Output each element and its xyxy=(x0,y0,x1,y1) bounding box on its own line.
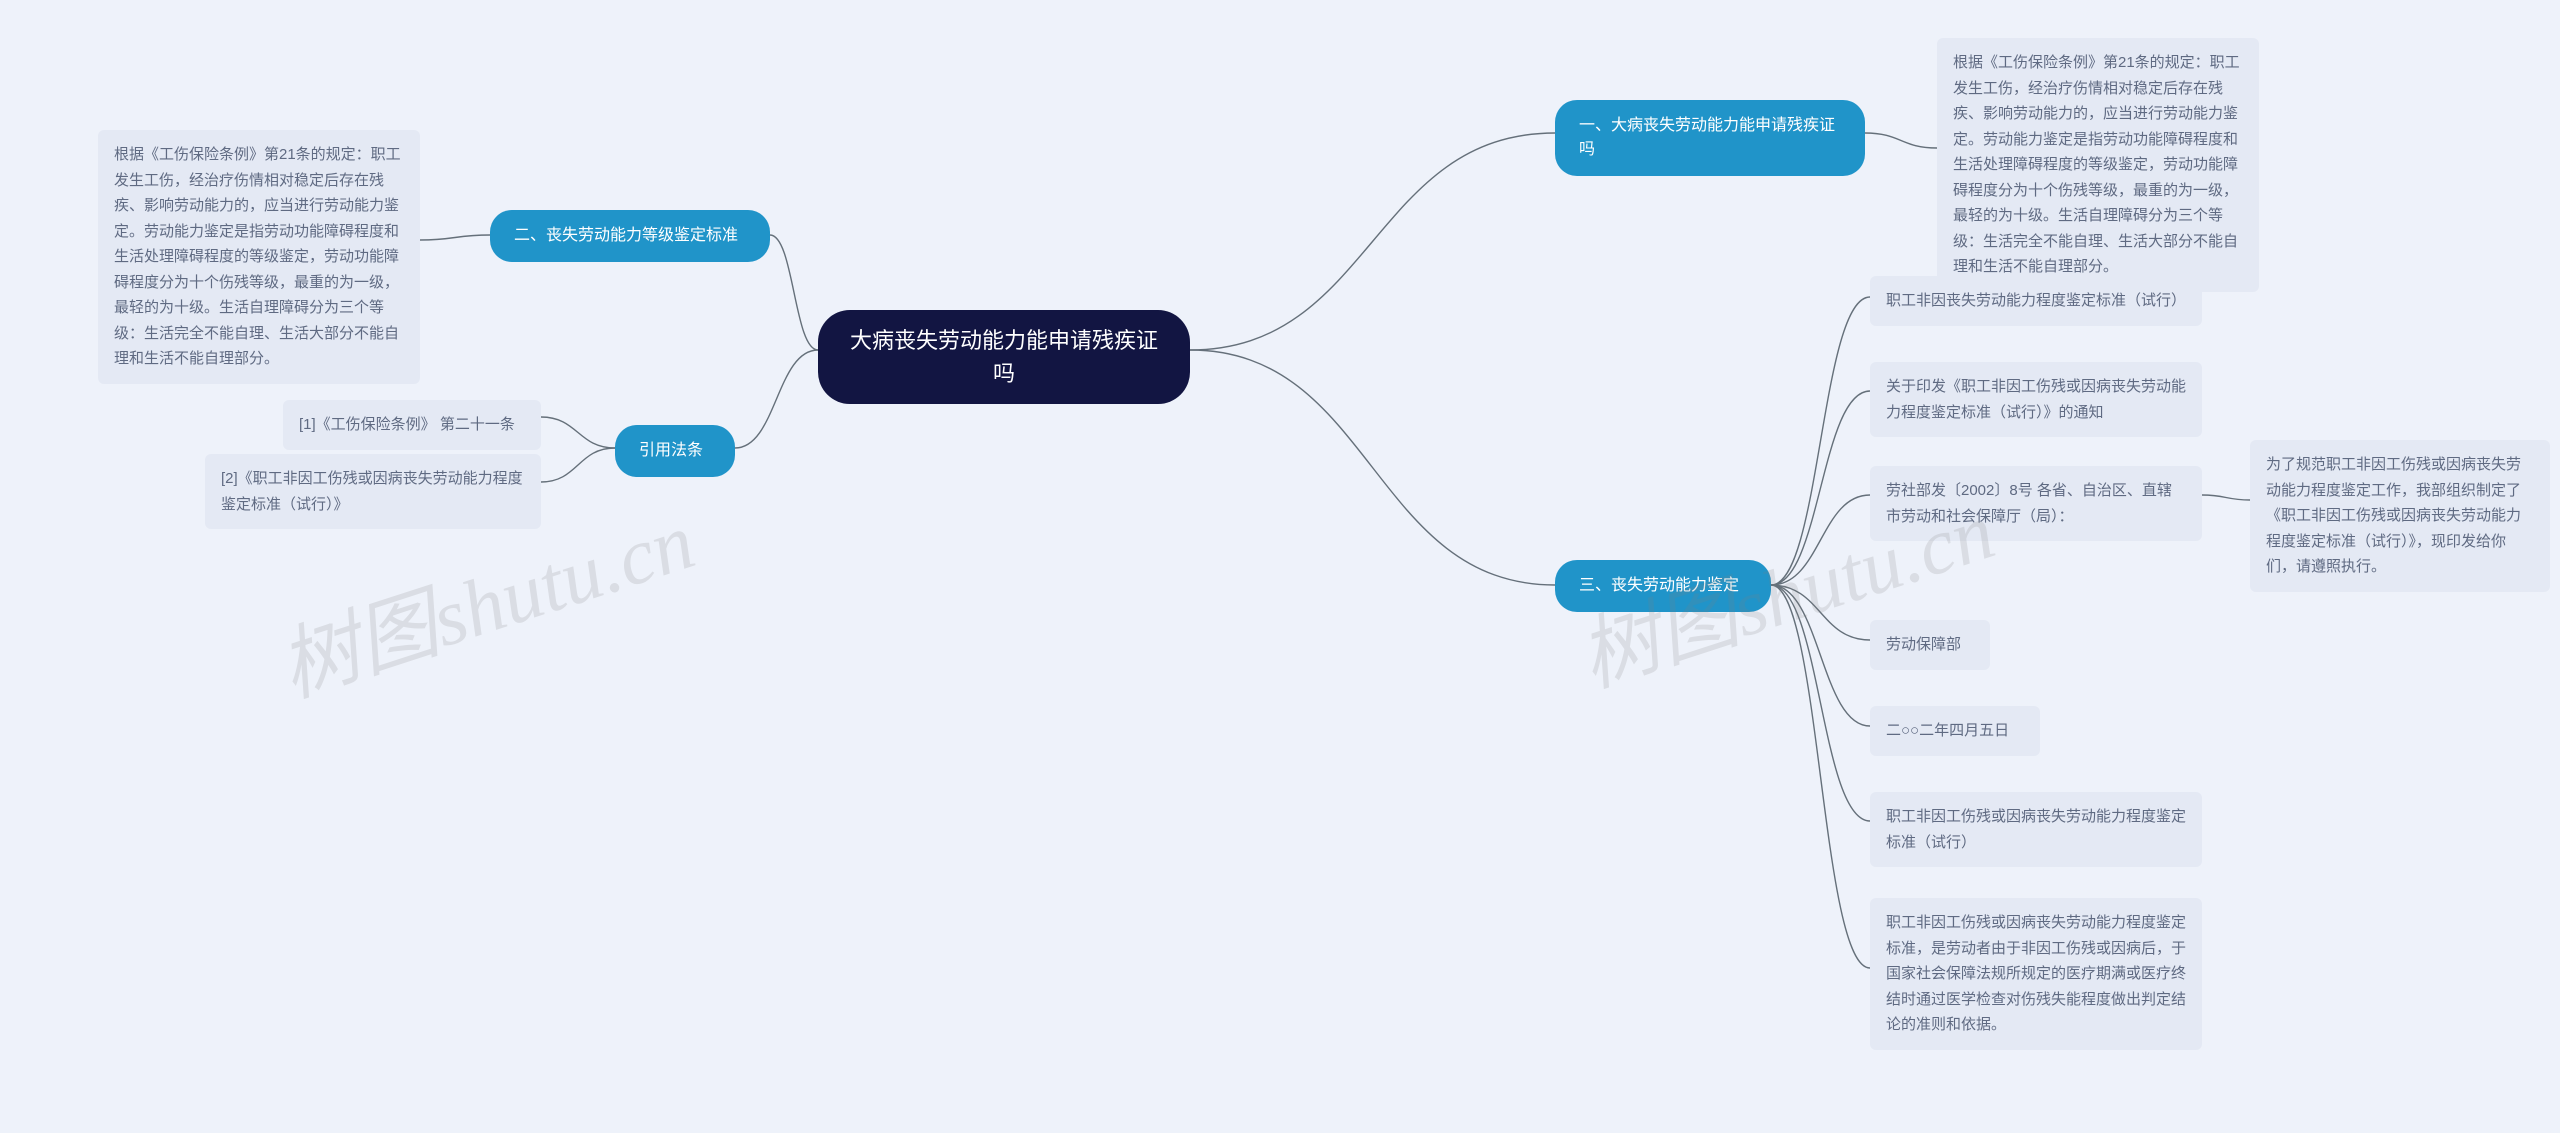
leaf-3-3-detail: 为了规范职工非因工伤残或因病丧失劳动能力程度鉴定工作，我部组织制定了《职工非因工… xyxy=(2250,440,2550,592)
leaf-3-5: 二○○二年四月五日 xyxy=(1870,706,2040,756)
leaf-citation-1: [1]《工伤保险条例》 第二十一条 xyxy=(283,400,541,450)
branch-citations[interactable]: 引用法条 xyxy=(615,425,735,477)
leaf-citation-2: [2]《职工非因工伤残或因病丧失劳动能力程度鉴定标准（试行）》 xyxy=(205,454,541,529)
branch-section-1[interactable]: 一、大病丧失劳动能力能申请残疾证吗 xyxy=(1555,100,1865,176)
leaf-3-3: 劳社部发〔2002〕8号 各省、自治区、直辖市劳动和社会保障厅（局）： xyxy=(1870,466,2202,541)
leaf-section-2-content: 根据《工伤保险条例》第21条的规定：职工发生工伤，经治疗伤情相对稳定后存在残疾、… xyxy=(98,130,420,384)
branch-section-2[interactable]: 二、丧失劳动能力等级鉴定标准 xyxy=(490,210,770,262)
leaf-3-6: 职工非因工伤残或因病丧失劳动能力程度鉴定标准（试行） xyxy=(1870,792,2202,867)
root-node[interactable]: 大病丧失劳动能力能申请残疾证吗 xyxy=(818,310,1190,404)
leaf-3-4: 劳动保障部 xyxy=(1870,620,1990,670)
leaf-3-2: 关于印发《职工非因工伤残或因病丧失劳动能力程度鉴定标准（试行）》的通知 xyxy=(1870,362,2202,437)
leaf-section-1-content: 根据《工伤保险条例》第21条的规定：职工发生工伤，经治疗伤情相对稳定后存在残疾、… xyxy=(1937,38,2259,292)
leaf-3-1: 职工非因丧失劳动能力程度鉴定标准（试行） xyxy=(1870,276,2202,326)
branch-section-3[interactable]: 三、丧失劳动能力鉴定 xyxy=(1555,560,1771,612)
leaf-3-7: 职工非因工伤残或因病丧失劳动能力程度鉴定标准，是劳动者由于非因工伤残或因病后，于… xyxy=(1870,898,2202,1050)
